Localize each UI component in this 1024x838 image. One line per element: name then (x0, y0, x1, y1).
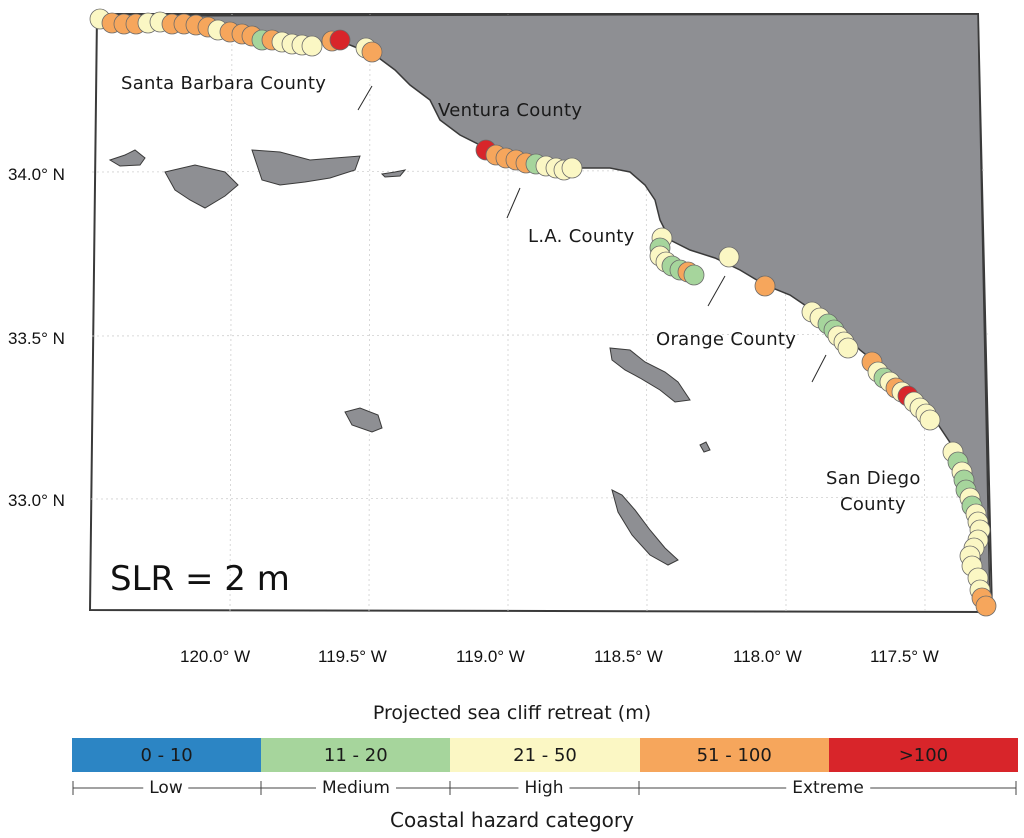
legend-bin-11-20: 11 - 20 (261, 738, 451, 772)
legend-bin-label: 11 - 20 (323, 744, 388, 766)
lon-label-120: 120.0° W (180, 647, 250, 666)
cliff-point (837, 337, 859, 359)
legend-bin-label: >100 (898, 744, 949, 766)
lon-label-119: 119.0° W (456, 647, 525, 666)
cliff-point (329, 29, 351, 51)
lat-label-33-5: 33.5° N (8, 329, 65, 348)
legend-bin-over-100: >100 (828, 738, 1019, 772)
label-san-diego-county-line2: County (840, 494, 906, 515)
legend-bin-51-100: 51 - 100 (639, 738, 829, 772)
hazard-category-scale: Low Medium High Extreme (72, 778, 1018, 800)
cliff-point (301, 35, 323, 57)
island-san-clemente-tip (699, 441, 711, 453)
cliff-point (561, 157, 583, 179)
cliff-point (683, 264, 705, 286)
lon-label-117-5: 117.5° W (870, 647, 939, 666)
lat-label-34: 34.0° N (8, 165, 65, 184)
label-san-diego-county-line1: San Diego (826, 468, 921, 489)
cliff-point (754, 275, 776, 297)
lon-label-119-5: 119.5° W (318, 647, 387, 666)
label-orange-county: Orange County (656, 329, 796, 350)
label-santa-barbara-county: Santa Barbara County (121, 73, 326, 94)
lon-label-118-5: 118.5° W (594, 647, 663, 666)
legend-footer: Coastal hazard category (390, 808, 634, 832)
cliff-point (361, 41, 383, 63)
legend-bin-label: 0 - 10 (140, 744, 193, 766)
leader-lines (357, 85, 827, 383)
island-san-nicolas (611, 489, 679, 566)
label-la-county: L.A. County (528, 226, 635, 247)
cliff-retreat-points (89, 8, 997, 617)
island-santa-cruz (251, 149, 361, 186)
legend-color-bar: 0 - 10 11 - 20 21 - 50 51 - 100 >100 (72, 738, 1019, 772)
lat-label-33: 33.0° N (8, 491, 65, 510)
legend-bin-label: 21 - 50 (513, 744, 577, 766)
label-ventura-county: Ventura County (438, 100, 582, 121)
island-san-miguel (108, 149, 146, 167)
island-anacapa (380, 169, 407, 178)
hazard-high: High (518, 778, 570, 798)
cliff-point (975, 595, 997, 617)
slr-scenario-label: SLR = 2 m (110, 559, 290, 599)
hazard-medium: Medium (316, 778, 396, 798)
island-santa-barbara (344, 407, 383, 433)
island-santa-rosa (164, 164, 239, 209)
cliff-point (919, 409, 941, 431)
lon-label-118: 118.0° W (733, 647, 802, 666)
legend-title: Projected sea cliff retreat (m) (372, 702, 652, 724)
legend-bin-21-50: 21 - 50 (450, 738, 640, 772)
map: Santa Barbara County Ventura County L.A.… (8, 8, 997, 666)
island-catalina (609, 347, 691, 403)
islands (108, 149, 711, 566)
hazard-low: Low (143, 778, 189, 798)
legend-bin-0-10: 0 - 10 (72, 738, 262, 772)
cliff-point (718, 246, 740, 268)
legend-bin-label: 51 - 100 (696, 744, 772, 766)
hazard-extreme: Extreme (786, 778, 870, 798)
